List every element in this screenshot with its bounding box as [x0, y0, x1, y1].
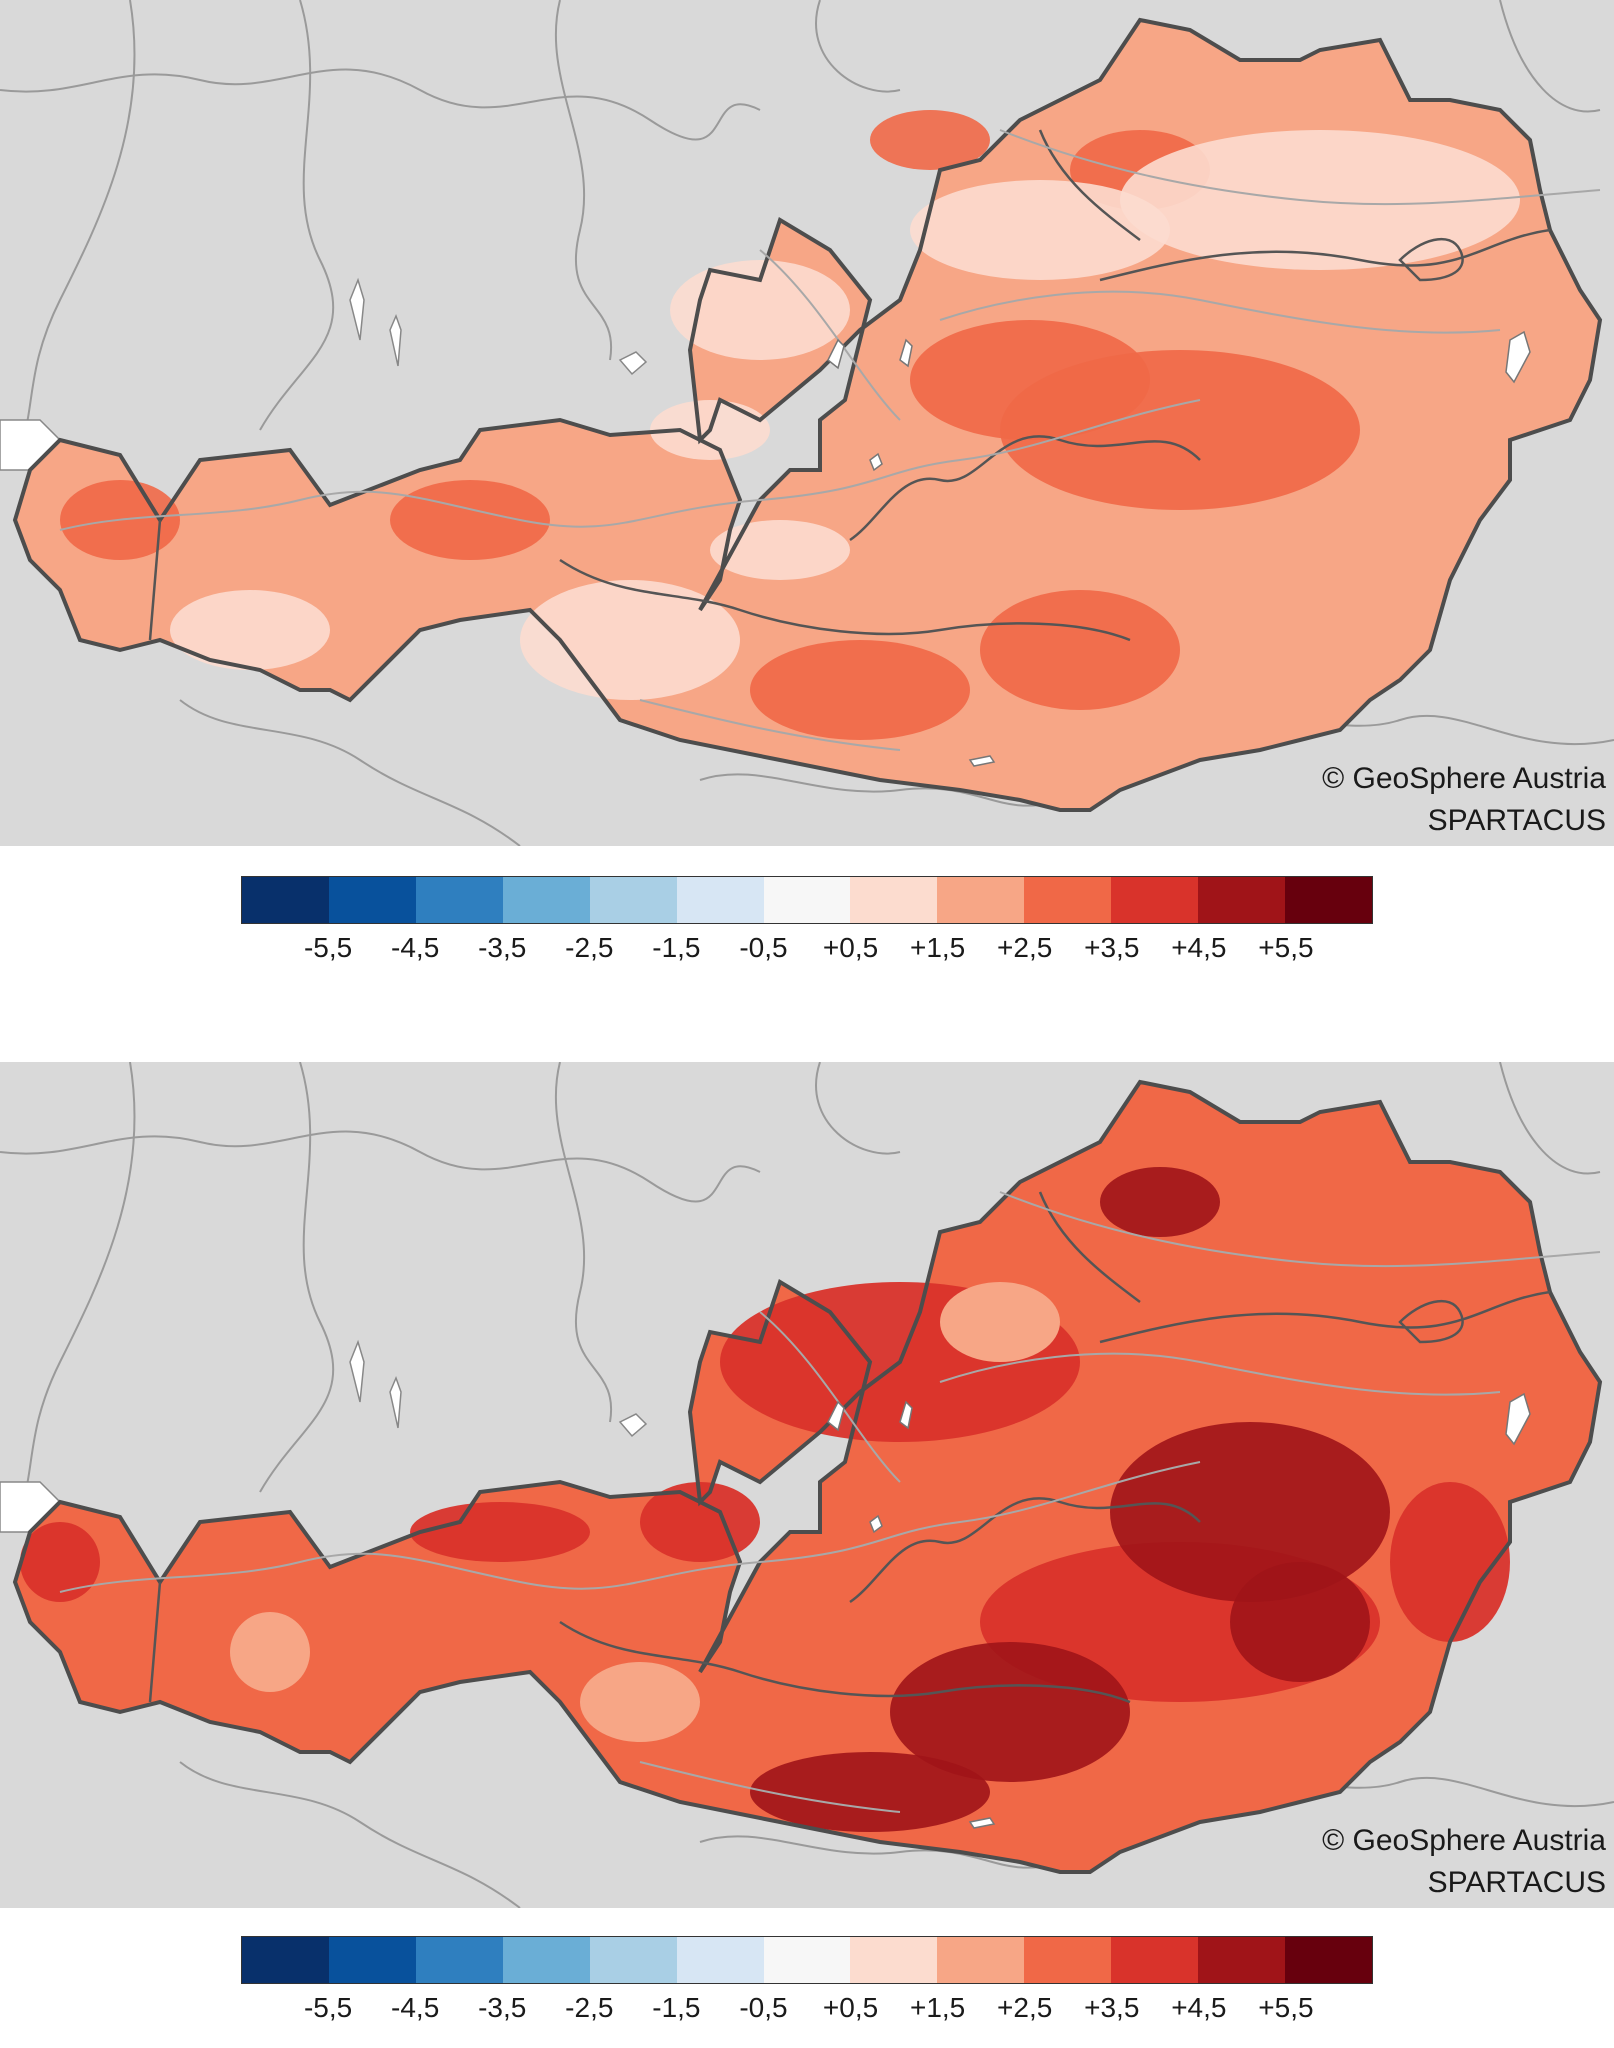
legend-tick-label: -0,5: [739, 932, 788, 963]
legend-swatch: [502, 1937, 590, 1983]
color-legend-top: -5,5 -4,5 -3,5 -2,5 -1,5 -0,5 +0,5 +1,5 +2,5 +3,5…: [241, 876, 1373, 976]
legend-swatch: [763, 877, 851, 923]
map-panel-top: © GeoSphere Austria SPARTACUS: [0, 0, 1614, 846]
legend-swatch: [1024, 1937, 1112, 1983]
legend-swatch: [850, 877, 938, 923]
legend-tick-label: +4,5: [1171, 932, 1227, 963]
legend-swatch: [1285, 877, 1372, 923]
austria-map-bottom: [0, 1062, 1614, 1908]
legend-tick-label: -0,5: [739, 1992, 788, 2023]
legend-tick-label: +1,5: [909, 1992, 966, 2023]
legend-bar: [241, 1936, 1373, 1984]
legend-tick-label: -1,5: [652, 932, 701, 963]
credit-line-1: © GeoSphere Austria: [1322, 762, 1606, 795]
legend-swatch: [415, 877, 503, 923]
legend-tick-label: -2,5: [565, 1992, 614, 2023]
legend-tick-label: +2,5: [997, 1992, 1053, 2023]
legend-tick-label: -5,5: [303, 1992, 353, 2023]
legend-tick-label: -3,5: [478, 932, 527, 963]
legend-swatch: [589, 877, 677, 923]
legend-swatch: [328, 1937, 416, 1983]
legend-swatch: [415, 1937, 503, 1983]
credit-line-2: SPARTACUS: [1427, 804, 1606, 837]
legend-tick-label: -4,5: [391, 1992, 440, 2023]
legend-swatch: [937, 877, 1025, 923]
credit-line-1: © GeoSphere Austria: [1322, 1824, 1606, 1857]
legend-tick-label: +0,5: [822, 1992, 879, 2023]
legend-tick-label: +4,5: [1171, 1992, 1227, 2023]
legend-swatch: [242, 877, 329, 923]
legend-swatch: [850, 1937, 938, 1983]
legend-tick-label: -4,5: [391, 932, 440, 963]
austria-map-top: [0, 0, 1614, 846]
legend-swatch: [1111, 1937, 1199, 1983]
legend-swatch: [1111, 877, 1199, 923]
legend-swatch: [1024, 877, 1112, 923]
legend-swatch: [589, 1937, 677, 1983]
map-panel-bottom: © GeoSphere Austria SPARTACUS: [0, 1062, 1614, 1908]
legend-swatch: [1285, 1937, 1372, 1983]
credit-line-2: SPARTACUS: [1427, 1866, 1606, 1899]
legend-swatch: [1198, 877, 1286, 923]
austria-border-bottom: [12, 1079, 1603, 1874]
legend-tick-label: +0,5: [822, 932, 879, 963]
legend-swatch: [676, 877, 764, 923]
legend-swatch: [763, 1937, 851, 1983]
legend-tick-label: +2,5: [997, 932, 1053, 963]
legend-swatch: [676, 1937, 764, 1983]
legend-tick-label: +3,5: [1084, 932, 1140, 963]
legend-tick-label: +5,5: [1258, 932, 1314, 963]
legend-tick-label: -3,5: [478, 1992, 527, 2023]
legend-tick-label: +5,5: [1258, 1992, 1314, 2023]
legend-tick-label: +3,5: [1084, 1992, 1140, 2023]
legend-tick-label: -2,5: [565, 932, 614, 963]
legend-swatch: [1198, 1937, 1286, 1983]
color-legend-bottom: -5,5 -4,5 -3,5 -2,5 -1,5 -0,5 +0,5 +1,5 +2,5 +3,5…: [241, 1936, 1373, 2036]
legend-tick-label: -5,5: [303, 932, 353, 963]
legend-bar: [241, 876, 1373, 924]
legend-swatch: [937, 1937, 1025, 1983]
austria-border-top: [12, 17, 1603, 812]
legend-swatch: [502, 877, 590, 923]
legend-swatch: [328, 877, 416, 923]
legend-swatch: [242, 1937, 329, 1983]
legend-tick-label: +1,5: [909, 932, 966, 963]
legend-tick-label: -1,5: [652, 1992, 701, 2023]
